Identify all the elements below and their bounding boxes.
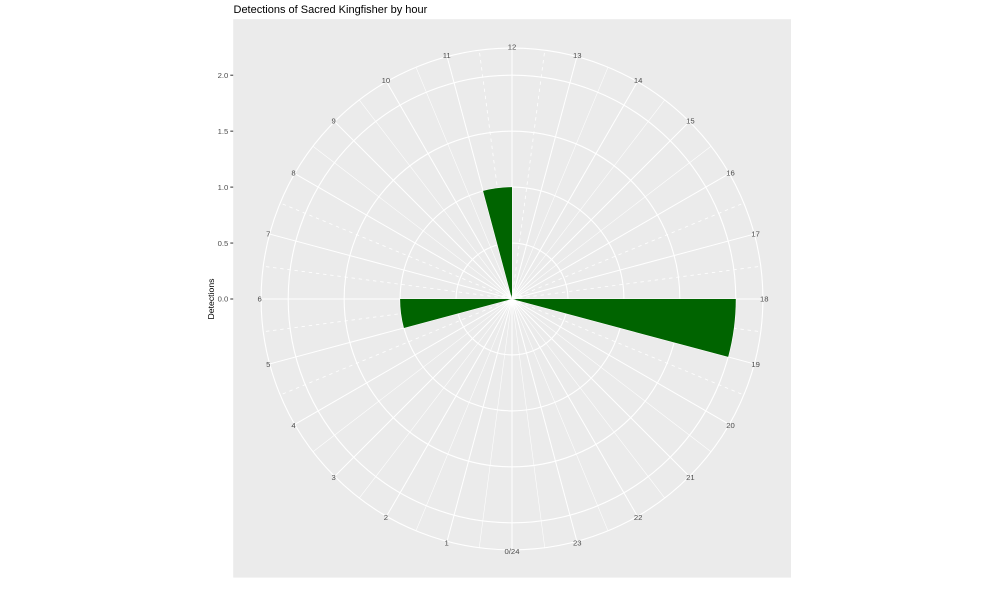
svg-text:17: 17 — [751, 229, 760, 238]
svg-text:21: 21 — [686, 473, 695, 482]
svg-text:11: 11 — [443, 51, 451, 60]
svg-text:20: 20 — [726, 421, 735, 430]
svg-text:10: 10 — [382, 76, 391, 85]
svg-text:13: 13 — [573, 51, 582, 60]
svg-text:0.5: 0.5 — [218, 239, 229, 248]
svg-text:2.0: 2.0 — [218, 71, 229, 80]
svg-text:Detections of Sacred Kingfishe: Detections of Sacred Kingfisher by hour — [234, 4, 428, 16]
svg-text:0/24: 0/24 — [505, 547, 521, 556]
svg-text:6: 6 — [258, 295, 262, 304]
svg-text:14: 14 — [634, 76, 643, 85]
svg-text:9: 9 — [331, 116, 335, 125]
svg-text:5: 5 — [266, 360, 270, 369]
svg-text:Detections: Detections — [206, 278, 216, 320]
svg-text:19: 19 — [751, 360, 760, 369]
svg-text:1.0: 1.0 — [218, 183, 229, 192]
svg-text:22: 22 — [634, 513, 643, 522]
svg-text:16: 16 — [726, 169, 735, 178]
svg-text:18: 18 — [760, 295, 769, 304]
svg-text:1: 1 — [445, 538, 449, 547]
svg-text:2: 2 — [384, 513, 388, 522]
svg-text:0.0: 0.0 — [218, 295, 229, 304]
svg-text:1.5: 1.5 — [218, 127, 229, 136]
svg-text:15: 15 — [686, 116, 695, 125]
svg-text:7: 7 — [266, 229, 270, 238]
svg-text:4: 4 — [291, 421, 296, 430]
svg-text:3: 3 — [331, 473, 335, 482]
svg-text:12: 12 — [508, 42, 517, 51]
svg-text:8: 8 — [291, 169, 295, 178]
svg-text:23: 23 — [573, 538, 582, 547]
